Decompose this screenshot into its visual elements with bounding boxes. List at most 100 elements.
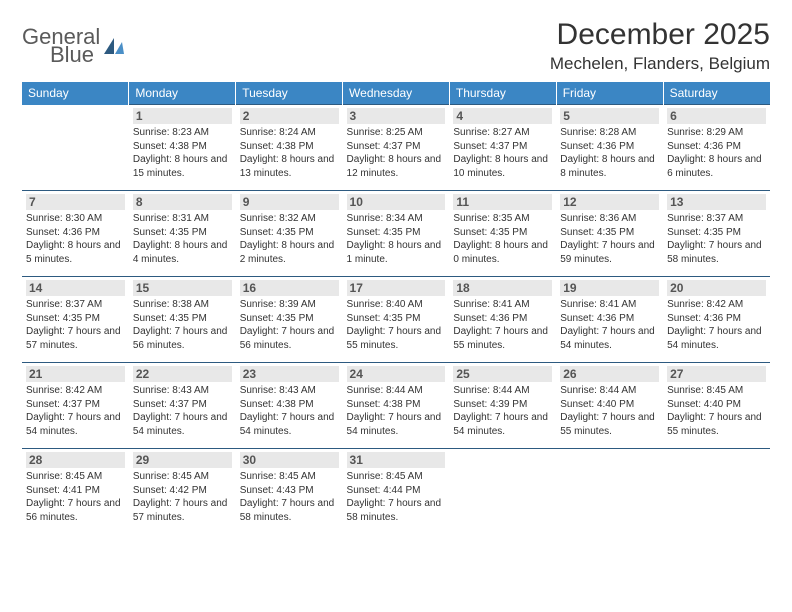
day-info: Sunrise: 8:42 AMSunset: 4:36 PMDaylight:…	[667, 298, 766, 352]
day-info: Sunrise: 8:25 AMSunset: 4:37 PMDaylight:…	[347, 126, 446, 180]
day-number: 13	[667, 194, 766, 210]
day-number: 2	[240, 108, 339, 124]
day-info: Sunrise: 8:45 AMSunset: 4:42 PMDaylight:…	[133, 470, 232, 524]
col-saturday: Saturday	[663, 82, 770, 105]
calendar-cell: 20 Sunrise: 8:42 AMSunset: 4:36 PMDayligh…	[663, 277, 770, 363]
day-number: 9	[240, 194, 339, 210]
day-info: Sunrise: 8:30 AMSunset: 4:36 PMDaylight:…	[26, 212, 125, 266]
day-info: Sunrise: 8:24 AMSunset: 4:38 PMDaylight:…	[240, 126, 339, 180]
day-info: Sunrise: 8:31 AMSunset: 4:35 PMDaylight:…	[133, 212, 232, 266]
calendar-cell: 21Sunrise: 8:42 AMSunset: 4:37 PMDayligh…	[22, 363, 129, 449]
day-info: Sunrise: 8:41 AMSunset: 4:36 PMDaylight:…	[453, 298, 552, 352]
day-number: 31	[347, 452, 446, 468]
day-number: 14	[26, 280, 125, 296]
calendar-cell: 10Sunrise: 8:34 AMSunset: 4:35 PMDayligh…	[343, 191, 450, 277]
calendar-row: 21Sunrise: 8:42 AMSunset: 4:37 PMDayligh…	[22, 363, 770, 449]
calendar-cell: 9 Sunrise: 8:32 AMSunset: 4:35 PMDaylight…	[236, 191, 343, 277]
calendar-cell: 1 Sunrise: 8:23 AMSunset: 4:38 PMDaylight…	[129, 105, 236, 191]
calendar-cell: 22Sunrise: 8:43 AMSunset: 4:37 PMDayligh…	[129, 363, 236, 449]
location: Mechelen, Flanders, Belgium	[550, 54, 770, 74]
header: General Blue December 2025 Mechelen, Fla…	[22, 18, 770, 74]
day-number: 23	[240, 366, 339, 382]
logo-text-block: General Blue	[22, 26, 100, 66]
day-info: Sunrise: 8:32 AMSunset: 4:35 PMDaylight:…	[240, 212, 339, 266]
day-info: Sunrise: 8:38 AMSunset: 4:35 PMDaylight:…	[133, 298, 232, 352]
day-info: Sunrise: 8:37 AMSunset: 4:35 PMDaylight:…	[26, 298, 125, 352]
title-block: December 2025 Mechelen, Flanders, Belgiu…	[550, 18, 770, 74]
day-number: 7	[26, 194, 125, 210]
day-number: 17	[347, 280, 446, 296]
calendar-cell	[22, 105, 129, 191]
calendar-table: Sunday Monday Tuesday Wednesday Thursday…	[22, 82, 770, 535]
calendar-cell: 24 Sunrise: 8:44 AMSunset: 4:38 PMDayligh…	[343, 363, 450, 449]
calendar-cell: 2 Sunrise: 8:24 AMSunset: 4:38 PMDaylight…	[236, 105, 343, 191]
day-info: Sunrise: 8:45 AMSunset: 4:40 PMDaylight:…	[667, 384, 766, 438]
day-info: Sunrise: 8:44 AMSunset: 4:40 PMDaylight:…	[560, 384, 659, 438]
day-info: Sunrise: 8:27 AMSunset: 4:37 PMDaylight:…	[453, 126, 552, 180]
day-info: Sunrise: 8:39 AMSunset: 4:35 PMDaylight:…	[240, 298, 339, 352]
calendar-cell	[663, 449, 770, 535]
calendar-cell: 12Sunrise: 8:36 AMSunset: 4:35 PMDayligh…	[556, 191, 663, 277]
calendar-cell: 25 Sunrise: 8:44 AMSunset: 4:39 PMDayligh…	[449, 363, 556, 449]
calendar-row: 1 Sunrise: 8:23 AMSunset: 4:38 PMDaylight…	[22, 105, 770, 191]
day-info: Sunrise: 8:43 AMSunset: 4:38 PMDaylight:…	[240, 384, 339, 438]
calendar-cell	[556, 449, 663, 535]
col-friday: Friday	[556, 82, 663, 105]
calendar-cell: 13 Sunrise: 8:37 AMSunset: 4:35 PMDayligh…	[663, 191, 770, 277]
day-info: Sunrise: 8:43 AMSunset: 4:37 PMDaylight:…	[133, 384, 232, 438]
logo-sail-icon	[102, 36, 126, 56]
day-number: 12	[560, 194, 659, 210]
day-info: Sunrise: 8:29 AMSunset: 4:36 PMDaylight:…	[667, 126, 766, 180]
day-number: 5	[560, 108, 659, 124]
calendar-cell	[449, 449, 556, 535]
calendar-cell: 30Sunrise: 8:45 AMSunset: 4:43 PMDayligh…	[236, 449, 343, 535]
month-title: December 2025	[550, 18, 770, 52]
calendar-row: 7 Sunrise: 8:30 AMSunset: 4:36 PMDaylight…	[22, 191, 770, 277]
day-number: 29	[133, 452, 232, 468]
calendar-cell: 7 Sunrise: 8:30 AMSunset: 4:36 PMDaylight…	[22, 191, 129, 277]
day-info: Sunrise: 8:42 AMSunset: 4:37 PMDaylight:…	[26, 384, 125, 438]
day-header-row: Sunday Monday Tuesday Wednesday Thursday…	[22, 82, 770, 105]
day-number: 15	[133, 280, 232, 296]
day-info: Sunrise: 8:23 AMSunset: 4:38 PMDaylight:…	[133, 126, 232, 180]
day-info: Sunrise: 8:44 AMSunset: 4:38 PMDaylight:…	[347, 384, 446, 438]
day-number: 25	[453, 366, 552, 382]
day-number: 4	[453, 108, 552, 124]
day-number: 28	[26, 452, 125, 468]
day-number: 3	[347, 108, 446, 124]
calendar-cell: 26Sunrise: 8:44 AMSunset: 4:40 PMDayligh…	[556, 363, 663, 449]
calendar-cell: 27 Sunrise: 8:45 AMSunset: 4:40 PMDayligh…	[663, 363, 770, 449]
calendar-cell: 17Sunrise: 8:40 AMSunset: 4:35 PMDayligh…	[343, 277, 450, 363]
day-number: 24	[347, 366, 446, 382]
calendar-cell: 4 Sunrise: 8:27 AMSunset: 4:37 PMDaylight…	[449, 105, 556, 191]
day-info: Sunrise: 8:45 AMSunset: 4:41 PMDaylight:…	[26, 470, 125, 524]
calendar-cell: 11 Sunrise: 8:35 AMSunset: 4:35 PMDayligh…	[449, 191, 556, 277]
day-info: Sunrise: 8:44 AMSunset: 4:39 PMDaylight:…	[453, 384, 552, 438]
col-monday: Monday	[129, 82, 236, 105]
day-number: 19	[560, 280, 659, 296]
logo: General Blue	[22, 18, 126, 66]
calendar-cell: 16Sunrise: 8:39 AMSunset: 4:35 PMDayligh…	[236, 277, 343, 363]
calendar-cell: 18Sunrise: 8:41 AMSunset: 4:36 PMDayligh…	[449, 277, 556, 363]
day-info: Sunrise: 8:35 AMSunset: 4:35 PMDaylight:…	[453, 212, 552, 266]
calendar-cell: 28 Sunrise: 8:45 AMSunset: 4:41 PMDayligh…	[22, 449, 129, 535]
calendar-cell: 19Sunrise: 8:41 AMSunset: 4:36 PMDayligh…	[556, 277, 663, 363]
calendar-row: 28 Sunrise: 8:45 AMSunset: 4:41 PMDayligh…	[22, 449, 770, 535]
calendar-cell: 23 Sunrise: 8:43 AMSunset: 4:38 PMDayligh…	[236, 363, 343, 449]
day-info: Sunrise: 8:37 AMSunset: 4:35 PMDaylight:…	[667, 212, 766, 266]
col-thursday: Thursday	[449, 82, 556, 105]
calendar-cell: 5Sunrise: 8:28 AMSunset: 4:36 PMDaylight…	[556, 105, 663, 191]
col-sunday: Sunday	[22, 82, 129, 105]
calendar-cell: 3 Sunrise: 8:25 AMSunset: 4:37 PMDaylight…	[343, 105, 450, 191]
day-number: 27	[667, 366, 766, 382]
day-number: 1	[133, 108, 232, 124]
day-number: 11	[453, 194, 552, 210]
day-number: 6	[667, 108, 766, 124]
day-info: Sunrise: 8:45 AMSunset: 4:43 PMDaylight:…	[240, 470, 339, 524]
col-tuesday: Tuesday	[236, 82, 343, 105]
calendar-row: 14 Sunrise: 8:37 AMSunset: 4:35 PMDayligh…	[22, 277, 770, 363]
calendar-body: 1 Sunrise: 8:23 AMSunset: 4:38 PMDaylight…	[22, 105, 770, 535]
day-number: 20	[667, 280, 766, 296]
day-info: Sunrise: 8:34 AMSunset: 4:35 PMDaylight:…	[347, 212, 446, 266]
col-wednesday: Wednesday	[343, 82, 450, 105]
